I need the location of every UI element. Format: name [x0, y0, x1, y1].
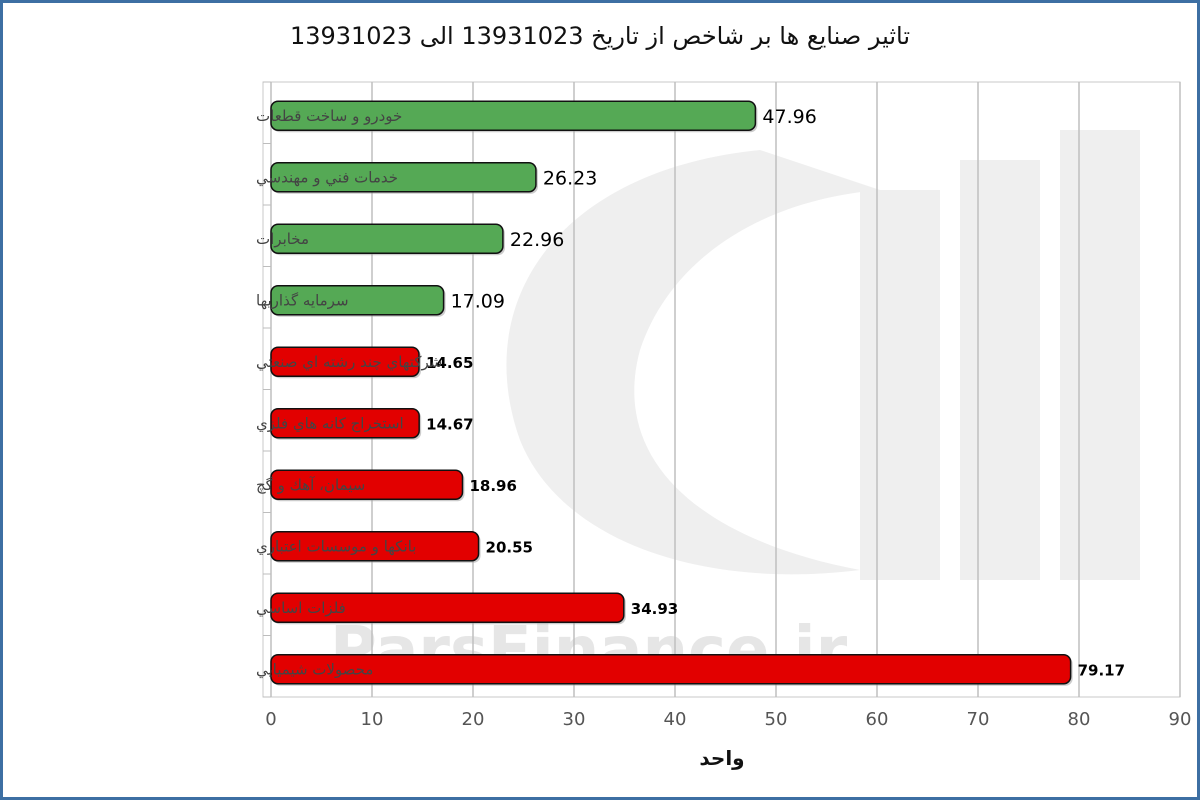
bar-value-label: 26.23: [543, 167, 597, 189]
bar: [270, 162, 537, 193]
category-label: خدمات فني و مهندسي: [256, 168, 398, 187]
bar-value-label: 79.17: [1078, 661, 1125, 679]
watermark-pillar: [960, 160, 1040, 580]
bar: [270, 469, 464, 500]
watermark-pillar: [860, 190, 940, 580]
x-tick-label: 70: [967, 709, 990, 730]
x-tick-label: 10: [361, 709, 384, 730]
bar: [270, 531, 480, 562]
x-tick-label: 20: [462, 709, 485, 730]
x-tick-label: 0: [265, 709, 276, 730]
category-label: شركتهاي چند رشته اي صنعتي: [256, 353, 442, 372]
x-tick-label: 50: [765, 709, 788, 730]
bar: [270, 654, 1072, 685]
bar-value-label: 14.67: [426, 415, 473, 433]
bar: [270, 100, 757, 131]
x-tick-label: 90: [1169, 709, 1192, 730]
chart-title: تاثیر صنایع ها بر شاخص از تاریخ 13931023…: [289, 22, 911, 50]
bar: [270, 223, 504, 254]
bar-value-label: 34.93: [631, 600, 678, 618]
watermark-pillar: [1060, 130, 1140, 580]
x-tick-label: 40: [664, 709, 687, 730]
watermark-swoosh: [506, 150, 880, 575]
category-label: سرمايه گذاريها: [256, 291, 349, 309]
bars: [270, 100, 1073, 686]
bar-value-label: 47.96: [762, 106, 816, 128]
labels: 47.96 خودرو و ساخت قطعات 26.23 خدمات فني و …: [256, 106, 1125, 770]
bar: [270, 346, 420, 377]
category-label: مخابرات: [256, 230, 309, 248]
bar-value-label: 18.96: [469, 477, 516, 495]
category-label: سيمان، آهك و گچ: [256, 476, 365, 494]
category-label: محصولات شيميايي: [256, 660, 373, 679]
x-tick-label: 30: [563, 709, 586, 730]
category-label: فلزات اساسي: [256, 599, 346, 618]
x-axis-title: واحد: [699, 746, 744, 770]
x-tick-label: 60: [866, 709, 889, 730]
bar-value-label: 22.96: [510, 229, 564, 251]
x-tick-label: 80: [1068, 709, 1091, 730]
bar: [270, 592, 625, 623]
bar: [270, 285, 445, 316]
bar-value-label: 14.65: [426, 354, 473, 372]
bar-value-label: 17.09: [451, 290, 505, 312]
category-label: خودرو و ساخت قطعات: [256, 107, 402, 125]
category-label: استخراج كانه هاي فلزي: [256, 414, 404, 433]
category-label: بانكها و موسسات اعتباري: [256, 537, 416, 556]
bar-value-label: 20.55: [486, 538, 533, 556]
bar: [270, 408, 420, 439]
